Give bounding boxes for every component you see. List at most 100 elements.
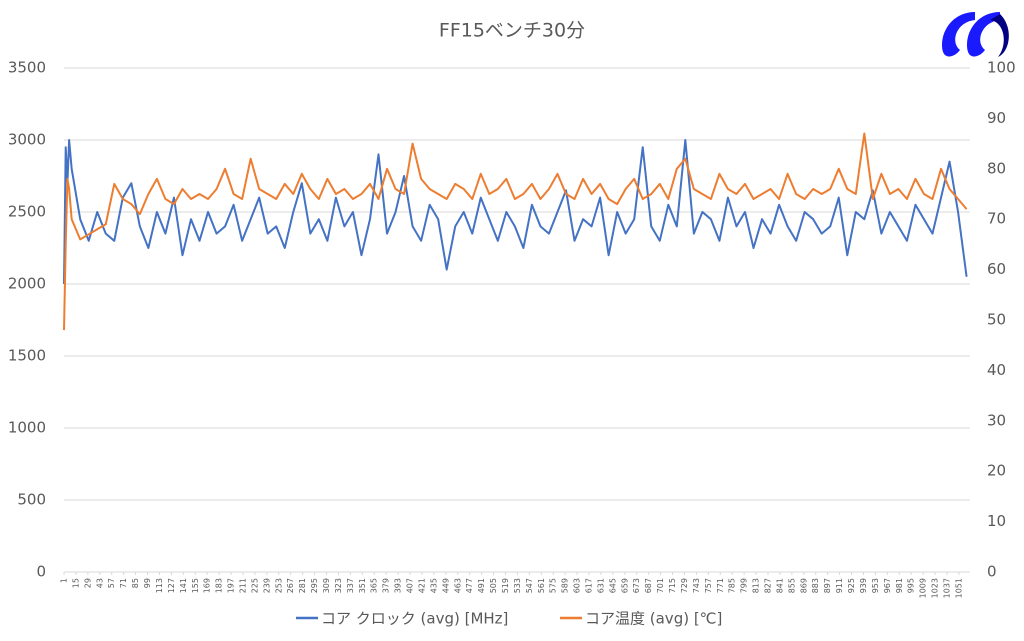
series-line (63, 132, 968, 331)
x-tick-label: 379 (382, 578, 391, 593)
x-tick-label: 911 (835, 578, 844, 593)
x-tick-label: 141 (179, 578, 188, 593)
y2-tick-label: 10 (987, 512, 1006, 530)
x-tick-label: 715 (668, 578, 677, 593)
x-tick-label: 547 (525, 578, 534, 593)
y2-tick-label: 90 (987, 109, 1006, 127)
x-tick-label: 799 (740, 578, 749, 593)
x-tick-label: 771 (716, 578, 725, 593)
x-tick-label: 57 (107, 578, 116, 588)
x-tick-label: 183 (215, 578, 224, 593)
x-tick-label: 239 (262, 578, 271, 593)
x-tick-label: 281 (298, 578, 307, 593)
x-tick-label: 323 (334, 578, 343, 593)
x-tick-label: 1009 (919, 578, 928, 598)
x-tick-label: 939 (859, 578, 868, 593)
x-tick-label: 603 (573, 578, 582, 593)
y2-tick-label: 70 (987, 210, 1006, 228)
x-tick-label: 155 (191, 578, 200, 593)
x-tick-label: 589 (561, 578, 570, 593)
y2-tick-label: 40 (987, 361, 1006, 379)
x-tick-label: 435 (429, 578, 438, 593)
x-tick-label: 575 (549, 578, 558, 593)
x-tick-label: 309 (322, 578, 331, 593)
x-tick-label: 967 (883, 578, 892, 593)
x-tick-label: 1 (60, 578, 69, 583)
y2-tick-label: 100 (987, 59, 1016, 77)
x-tick-label: 99 (143, 578, 152, 588)
x-tick-label: 897 (823, 578, 832, 593)
y2-tick-label: 0 (987, 563, 997, 581)
x-tick-label: 295 (310, 578, 319, 593)
x-tick-label: 1051 (954, 578, 963, 598)
y-tick-label: 3500 (8, 59, 46, 77)
x-tick-label: 995 (907, 578, 916, 593)
logo (942, 12, 1009, 57)
x-tick-label: 659 (620, 578, 629, 593)
x-tick-label: 925 (847, 578, 856, 593)
x-tick-label: 743 (692, 578, 701, 593)
series-line (63, 139, 968, 285)
x-tick-label: 267 (286, 578, 295, 593)
x-tick-label: 85 (131, 578, 140, 588)
x-tick-label: 43 (95, 578, 104, 588)
x-tick-label: 29 (83, 578, 92, 588)
x-tick-label: 687 (644, 578, 653, 593)
y2-tick-label: 80 (987, 159, 1006, 177)
x-tick-label: 729 (680, 578, 689, 593)
x-tick-label: 813 (752, 578, 761, 593)
x-tick-label: 505 (489, 578, 498, 593)
x-tick-label: 463 (453, 578, 462, 593)
y-tick-label: 2500 (8, 203, 46, 221)
x-tick-label: 673 (632, 578, 641, 593)
x-tick-label: 225 (250, 578, 259, 593)
x-tick-label: 113 (155, 578, 164, 593)
legend-label: コア クロック (avg) [MHz] (321, 610, 508, 628)
x-tick-label: 883 (811, 578, 820, 593)
x-tick-label: 491 (477, 578, 486, 593)
x-tick-label: 169 (203, 578, 212, 593)
x-tick-label: 365 (370, 578, 379, 593)
x-tick-label: 827 (764, 578, 773, 593)
x-tick-label: 617 (585, 578, 594, 593)
x-tick-label: 981 (895, 578, 904, 593)
x-tick-label: 519 (501, 578, 510, 593)
x-tick-label: 127 (167, 578, 176, 593)
y-tick-label: 0 (36, 563, 46, 581)
x-tick-label: 631 (596, 578, 605, 593)
chart-title: FF15ベンチ30分 (439, 20, 585, 42)
x-tick-label: 337 (346, 578, 355, 593)
y2-tick-label: 50 (987, 311, 1006, 329)
x-tick-label: 351 (358, 578, 367, 593)
x-tick-label: 869 (799, 578, 808, 593)
x-tick-label: 701 (656, 578, 665, 593)
x-tick-label: 855 (787, 578, 796, 593)
x-tick-label: 1023 (931, 578, 940, 598)
x-tick-label: 71 (119, 578, 128, 588)
x-tick-label: 841 (775, 578, 784, 593)
x-tick-label: 645 (608, 578, 617, 593)
x-tick-label: 561 (537, 578, 546, 593)
x-tick-label: 785 (728, 578, 737, 593)
x-tick-label: 211 (238, 578, 247, 593)
x-tick-label: 197 (227, 578, 236, 593)
y2-tick-label: 30 (987, 411, 1006, 429)
y-tick-label: 2000 (8, 275, 46, 293)
x-tick-label: 449 (441, 578, 450, 593)
legend-label: コア温度 (avg) [℃] (585, 610, 722, 628)
x-tick-label: 953 (871, 578, 880, 593)
y-tick-label: 1000 (8, 419, 46, 437)
y2-tick-label: 20 (987, 462, 1006, 480)
x-tick-label: 533 (513, 578, 522, 593)
x-tick-label: 407 (406, 578, 415, 593)
y-tick-label: 3000 (8, 131, 46, 149)
x-tick-label: 421 (417, 578, 426, 593)
y2-tick-label: 60 (987, 260, 1006, 278)
x-tick-label: 393 (394, 578, 403, 593)
x-tick-label: 1037 (942, 578, 951, 598)
x-tick-label: 757 (704, 578, 713, 593)
x-tick-label: 253 (274, 578, 283, 593)
x-tick-label: 477 (465, 578, 474, 593)
y-tick-label: 500 (17, 491, 46, 509)
